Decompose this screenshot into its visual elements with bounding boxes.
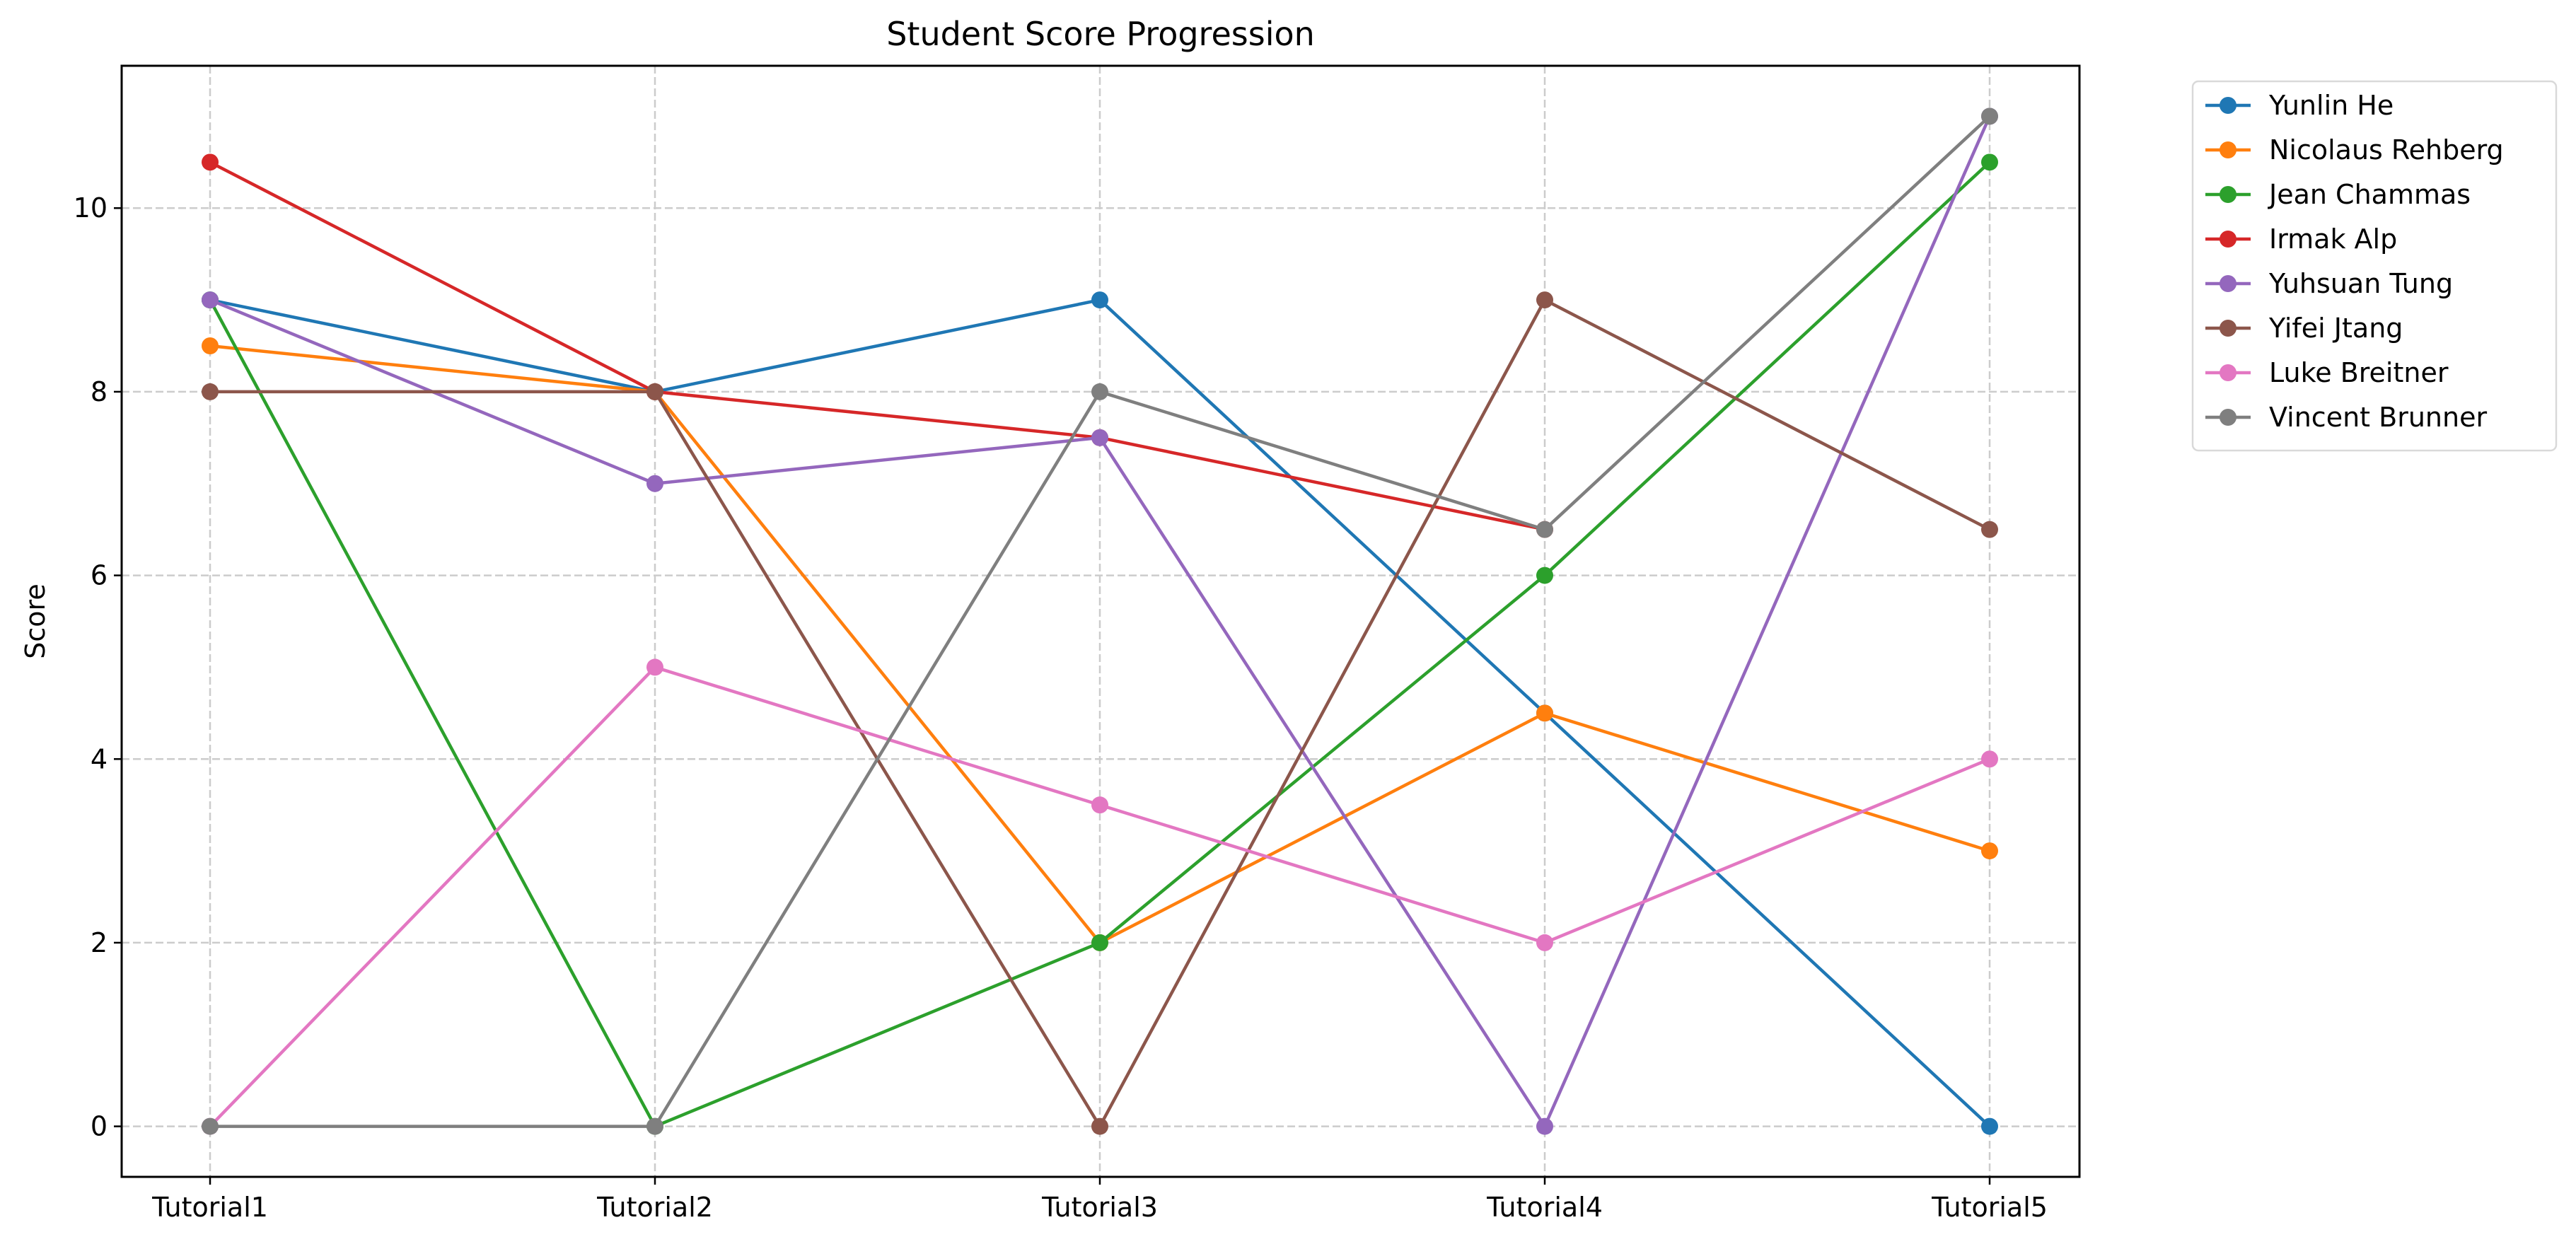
legend-item: Nicolaus Rehberg bbox=[2205, 134, 2504, 165]
legend-item: Luke Breitner bbox=[2205, 357, 2449, 388]
legend-label: Vincent Brunner bbox=[2269, 402, 2487, 433]
legend-marker bbox=[2220, 231, 2236, 248]
x-tick-label: Tutorial4 bbox=[1486, 1192, 1603, 1223]
legend-item: Yifei Jtang bbox=[2205, 313, 2403, 344]
data-point bbox=[1091, 796, 1108, 814]
legend-marker bbox=[2220, 364, 2236, 381]
data-point bbox=[1981, 521, 1998, 538]
data-point bbox=[1981, 108, 1998, 125]
y-tick-label: 6 bbox=[91, 560, 108, 591]
series-layer bbox=[202, 108, 1998, 1135]
data-point bbox=[1536, 291, 1553, 309]
x-tick-label: Tutorial5 bbox=[1931, 1192, 2048, 1223]
data-point bbox=[1091, 291, 1108, 309]
y-tick-label: 10 bbox=[74, 192, 108, 223]
legend-item: Irmak Alp bbox=[2205, 223, 2397, 255]
data-point bbox=[1091, 429, 1108, 446]
data-point bbox=[1536, 704, 1553, 722]
x-tick-label: Tutorial2 bbox=[596, 1192, 713, 1223]
data-point bbox=[1091, 934, 1108, 951]
legend-item: Yuhsuan Tung bbox=[2205, 268, 2453, 299]
legend-label: Yuhsuan Tung bbox=[2268, 268, 2453, 299]
data-point bbox=[646, 658, 663, 676]
legend-label: Yunlin He bbox=[2268, 90, 2394, 121]
x-tick-label: Tutorial1 bbox=[151, 1192, 268, 1223]
legend-marker bbox=[2220, 320, 2236, 337]
legend-marker bbox=[2220, 186, 2236, 203]
data-point bbox=[202, 383, 219, 400]
axis-layer: 0 2 4 6 8 10 Tutorial1 Tutorial2 Tutorial3 Tutori… bbox=[74, 192, 2048, 1223]
legend-item: Jean Chammas bbox=[2205, 179, 2471, 210]
series-yifei-jtang bbox=[202, 291, 1998, 1135]
data-point bbox=[1981, 153, 1998, 171]
data-point bbox=[1536, 1117, 1553, 1135]
x-tick-label: Tutorial3 bbox=[1041, 1192, 1158, 1223]
chart-title: Student Score Progression bbox=[886, 15, 1315, 53]
legend-label: Jean Chammas bbox=[2268, 179, 2471, 210]
legend-label: Irmak Alp bbox=[2269, 223, 2397, 255]
data-point bbox=[1536, 934, 1553, 951]
series-vincent-brunner bbox=[202, 108, 1998, 1135]
data-point bbox=[646, 1117, 663, 1135]
legend-marker bbox=[2220, 409, 2236, 426]
y-tick-label: 8 bbox=[91, 376, 108, 407]
y-tick-label: 0 bbox=[91, 1111, 108, 1142]
legend-item: Vincent Brunner bbox=[2205, 402, 2487, 433]
legend-label: Luke Breitner bbox=[2269, 357, 2449, 388]
series-luke-breitner bbox=[202, 658, 1998, 1135]
data-point bbox=[202, 1117, 219, 1135]
legend-label: Yifei Jtang bbox=[2268, 313, 2403, 344]
y-tick-label: 2 bbox=[91, 927, 108, 958]
data-point bbox=[646, 383, 663, 400]
data-point bbox=[1091, 1117, 1108, 1135]
data-point bbox=[646, 475, 663, 492]
y-tick-label: 4 bbox=[91, 743, 108, 774]
legend: Yunlin He Nicolaus Rehberg Jean Chammas Irm… bbox=[2191, 80, 2558, 452]
legend-item: Yunlin He bbox=[2205, 90, 2394, 121]
data-point bbox=[1536, 521, 1553, 538]
data-point bbox=[1091, 383, 1108, 400]
data-point bbox=[1981, 842, 1998, 860]
legend-marker bbox=[2220, 97, 2236, 114]
data-point bbox=[1981, 750, 1998, 768]
legend-marker bbox=[2220, 141, 2236, 158]
legend-marker bbox=[2220, 275, 2236, 292]
data-point bbox=[202, 153, 219, 171]
data-point bbox=[1981, 1117, 1998, 1135]
legend-box bbox=[2191, 80, 2558, 452]
y-axis-label: Score bbox=[20, 583, 51, 658]
data-point bbox=[1536, 567, 1553, 584]
data-point bbox=[202, 291, 219, 309]
data-point bbox=[202, 337, 219, 354]
series-line bbox=[209, 161, 1545, 531]
legend-label: Nicolaus Rehberg bbox=[2269, 134, 2504, 165]
